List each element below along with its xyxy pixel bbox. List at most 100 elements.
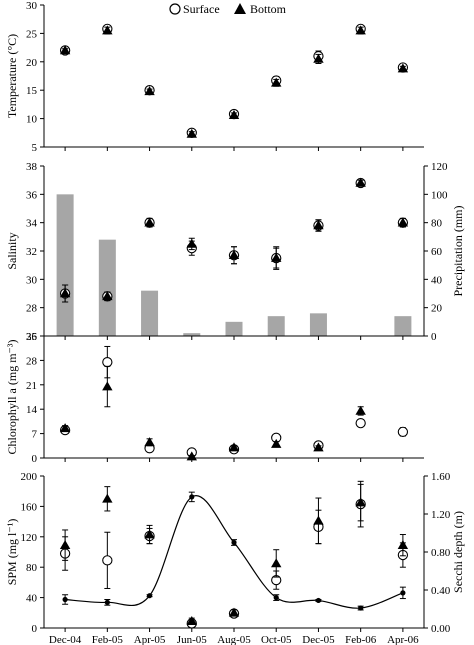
precip-bar-Dec-05: [309, 313, 327, 336]
bottom-point-Oct-05: [271, 438, 282, 448]
bottom-point-Apr-06: [397, 63, 409, 73]
legend-bottom-label: Bottom: [250, 2, 287, 16]
y-tick-label: 0: [32, 623, 38, 635]
y-axis-label: SPM (mg l⁻¹): [5, 519, 19, 586]
bottom-point-Feb-06: [355, 177, 366, 187]
legend-surface-marker: [169, 3, 181, 15]
bottom-point-Apr-05: [144, 86, 155, 96]
bottom-point-Feb-06: [355, 497, 366, 507]
bottom-point-Feb-06: [355, 405, 366, 415]
y-tick-label: 20: [26, 57, 38, 69]
precip-bar-Feb-05: [98, 239, 116, 336]
bottom-point-Aug-05: [228, 250, 240, 260]
y2-axis-label: Precipitation (mm): [451, 206, 465, 297]
y-tick-label: 80: [26, 562, 38, 574]
x-tick-label-Oct-05: Oct-05: [261, 634, 292, 645]
x-tick-label-Aug-05: Aug-05: [217, 634, 251, 645]
secchi-point-Jun-05: [189, 494, 195, 500]
y2-tick-label: 0.00: [431, 623, 451, 635]
y-tick-label: 25: [26, 28, 38, 40]
x-tick-label-Apr-05: Apr-05: [134, 634, 166, 645]
secchi-point-Aug-05: [231, 539, 237, 546]
y-tick-label: 30: [26, 274, 38, 286]
y2-tick-label: 1.20: [431, 509, 451, 521]
bottom-point-Dec-04: [59, 423, 71, 433]
bottom-point-Aug-05: [228, 442, 240, 452]
bottom-point-Dec-04: [59, 288, 71, 298]
x-tick-label-Dec-04: Dec-04: [49, 634, 82, 645]
x-tick-label-Feb-06: Feb-06: [345, 634, 377, 645]
bottom-point-Jun-05: [186, 451, 197, 461]
bottom-point-Apr-05: [144, 529, 155, 539]
secchi-point-Feb-06: [358, 605, 364, 611]
surface-point-Feb-05: [102, 555, 113, 566]
y-tick-label: 32: [26, 246, 37, 258]
y2-tick-label: 60: [431, 246, 443, 258]
y-tick-label: 35: [26, 331, 38, 343]
bottom-point-Feb-05: [102, 291, 113, 301]
x-tick-label-Jun-05: Jun-05: [177, 634, 207, 645]
precip-bar-Oct-05: [267, 316, 285, 336]
bottom-point-Oct-05: [271, 558, 282, 568]
secchi-point-Feb-05: [104, 599, 110, 605]
bottom-point-Jun-05: [186, 128, 197, 138]
y-tick-label: 15: [26, 85, 38, 97]
bottom-point-Feb-05: [102, 25, 113, 35]
x-tick-label-Dec-05: Dec-05: [302, 634, 335, 645]
y-tick-label: 40: [26, 593, 38, 605]
y-axis-label: Temperature (°C): [5, 34, 19, 118]
bottom-point-Apr-06: [397, 217, 409, 227]
y-tick-label: 200: [21, 471, 38, 483]
panel-4: 0 40 80 120 160 200 SPM (mg l⁻¹) 0.00 0.40 0.80 1.…: [5, 471, 465, 645]
bottom-point-Aug-05: [228, 109, 240, 119]
precip-bar-Apr-06: [394, 316, 412, 336]
y-tick-label: 30: [26, 0, 38, 12]
precip-bar-Dec-04: [56, 194, 74, 336]
y-axis-label: Chlorophyll a (mg m⁻³): [5, 340, 19, 455]
y-tick-label: 28: [26, 303, 38, 315]
y-tick-label: 14: [26, 404, 38, 416]
y2-axis-label: Secchi depth (m): [451, 511, 465, 593]
y-tick-label: 34: [26, 218, 38, 230]
y2-tick-label: 0.40: [431, 585, 451, 597]
bottom-point-Dec-05: [313, 515, 324, 525]
surface-point-Apr-06: [397, 426, 409, 438]
surface-point-Feb-05: [102, 356, 113, 368]
bottom-point-Apr-06: [397, 539, 409, 549]
secchi-depth-line: [65, 494, 404, 609]
bottom-point-Dec-05: [313, 53, 324, 63]
bottom-point-Jun-05: [186, 238, 197, 248]
y2-tick-label: 0: [431, 331, 437, 343]
secchi-point-Dec-04: [62, 596, 68, 603]
bottom-point-Apr-05: [144, 217, 155, 227]
y-tick-label: 160: [21, 501, 38, 513]
y2-tick-label: 80: [431, 218, 443, 230]
secchi-point-Dec-05: [315, 597, 322, 604]
y-tick-label: 7: [32, 429, 38, 441]
bottom-point-Feb-05: [102, 493, 113, 503]
y2-tick-label: 1.60: [431, 471, 451, 483]
y-tick-label: 10: [26, 114, 38, 126]
y-tick-label: 0: [32, 453, 38, 465]
panel-3: 0 7 14 21 28 35 Chlorophyll a (mg m⁻³): [5, 331, 424, 465]
y2-tick-label: 20: [431, 303, 443, 315]
y-tick-label: 120: [21, 532, 38, 544]
y-tick-label: 28: [26, 355, 38, 367]
precip-bar-Apr-05: [141, 290, 159, 336]
y-tick-label: 21: [26, 380, 37, 392]
y2-tick-label: 40: [431, 274, 443, 286]
bottom-point-Dec-04: [59, 45, 71, 55]
panel-2: 26 28 30 32 34 36 38 Salinity 0 20 40 60 80 100 120 Pre…: [5, 161, 465, 343]
y-tick-label: 38: [26, 161, 38, 173]
y-axis-label: Salinity: [5, 232, 19, 269]
bottom-point-Oct-05: [271, 252, 282, 262]
bottom-point-Dec-05: [313, 220, 324, 230]
secchi-point-Apr-05: [146, 593, 153, 599]
secchi-point-Apr-06: [400, 590, 406, 596]
bottom-point-Apr-05: [144, 437, 155, 447]
surface-point-Feb-06: [355, 417, 366, 429]
legend: Surface Bottom: [169, 2, 287, 16]
bottom-point-Jun-05: [186, 615, 197, 625]
y-tick-label: 26: [26, 331, 38, 343]
